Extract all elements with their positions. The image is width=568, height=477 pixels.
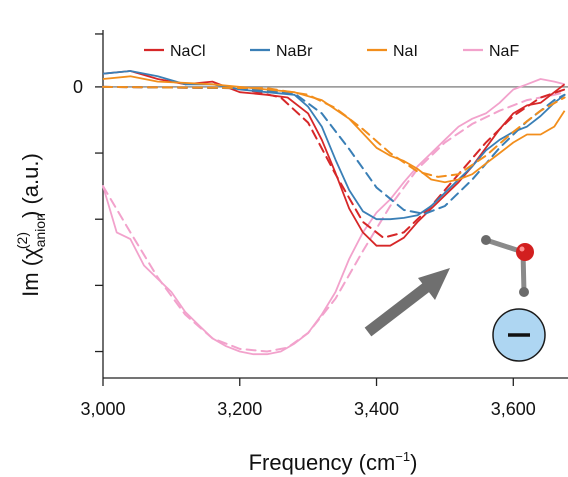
legend: NaCl NaBr NaI NaF	[144, 43, 519, 60]
x-tick-label: 3,000	[80, 399, 125, 419]
y-tick-label: 0	[73, 77, 83, 97]
legend-label-naf: NaF	[489, 43, 519, 60]
x-tick-label: 3,600	[491, 399, 536, 419]
legend-label-nai: NaI	[393, 43, 418, 60]
y-axis-title: Im (χanion(2)) (a.u.)	[14, 153, 48, 297]
nabr-measured-line	[102, 70, 566, 221]
legend-label-nacl: NaCl	[170, 43, 206, 60]
nabr-fit-line	[102, 85, 566, 215]
naf-fit-line	[102, 91, 566, 353]
x-axis-title: Frequency (cm−1)	[249, 449, 418, 475]
x-tick-label: 3,200	[217, 399, 262, 419]
nai-measured-line	[102, 75, 566, 184]
nai-fit-line	[102, 85, 566, 178]
naf-measured-line	[102, 78, 565, 356]
anion-icon	[492, 308, 546, 362]
nacl-measured-line	[102, 70, 566, 247]
water-molecule-icon	[481, 235, 534, 297]
nacl-fit-line	[102, 85, 566, 239]
arrow-illustration	[364, 268, 450, 337]
x-axis-ticks: 3,000 3,200 3,400 3,600	[80, 378, 536, 419]
y-axis-ticks: 0	[73, 33, 103, 353]
series-layer	[102, 70, 566, 356]
x-tick-label: 3,400	[354, 399, 399, 419]
legend-label-nabr: NaBr	[276, 43, 313, 60]
